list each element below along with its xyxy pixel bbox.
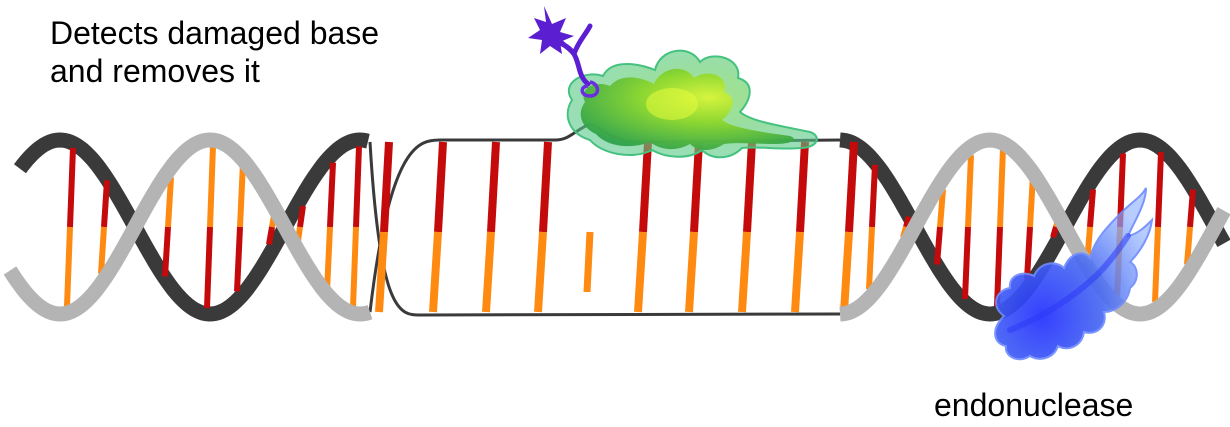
dna-strand-dark-left [14,132,370,322]
base-pair-half [327,162,336,228]
endonuclease-label: endonuclease [934,387,1134,423]
base-pair-half [866,226,875,290]
base-pair-half [1087,189,1096,228]
base-pair-damaged-site [583,231,594,293]
base-pair-half [997,147,1006,228]
base-pair-half [1187,189,1196,228]
base-pair-half [207,145,216,228]
base-pair-red [539,141,552,233]
base-pair-half [962,226,971,300]
glycosylase-label-line2: and removes it [50,53,260,89]
base-pair-half [1155,151,1164,228]
base-pair-half [903,215,912,228]
base-pair-half [324,226,333,292]
base-pair-half [965,154,974,228]
base-pairs [64,141,1196,313]
base-pair-red [380,141,393,233]
base-pair-red [690,141,703,233]
base-pair-orange [738,231,751,313]
damaged-base-icon [528,6,600,98]
base-pair-half [1152,226,1161,303]
dna-strand-light-left [3,132,373,322]
base-pair-red [743,141,756,233]
base-pair-half [165,177,174,228]
base-pair-half [934,226,943,265]
endonuclease-enzyme-icon [994,187,1154,361]
base-pair-half [869,164,878,228]
base-pair-orange [534,231,547,313]
glycosylase-label: Detects damaged base and removes it [50,14,379,90]
base-pair-half [297,205,306,228]
base-pair-half [1024,226,1033,280]
glycosylase-enzyme-icon [566,49,818,159]
base-pair-orange [634,231,647,313]
strands-front [3,132,1230,322]
base-pair-red [487,141,500,233]
base-pair-half [350,226,359,308]
base-pair-red [434,141,447,233]
base-pair-half [994,226,1003,307]
dna-backbone-bottom [368,141,841,317]
base-pair-orange [685,231,698,313]
base-pair-red [845,141,858,233]
base-pair-half [937,189,946,228]
base-pair-half [98,226,107,274]
base-pair-half [234,226,243,292]
base-pair-half [1184,226,1193,265]
glycosylase-label-line1: Detects damaged base [50,15,380,51]
base-pair-half [266,226,275,245]
base-pair-half [64,226,73,307]
base-pair-orange [791,231,804,313]
base-pair-half [162,226,171,277]
base-pair-half [204,226,213,309]
base-pair-half [353,146,362,228]
base-pair-half [67,147,76,228]
base-pair-orange [482,231,495,313]
dna-strand-light-right [839,132,1230,322]
base-pair-red [639,141,652,233]
base-pair-half [237,162,246,228]
base-pair-red [796,141,809,233]
base-pair-orange [429,231,442,313]
base-pair-orange [375,231,388,313]
base-pair-orange [840,231,853,313]
base-pair-half [101,180,110,228]
base-pair-half [1050,226,1059,239]
